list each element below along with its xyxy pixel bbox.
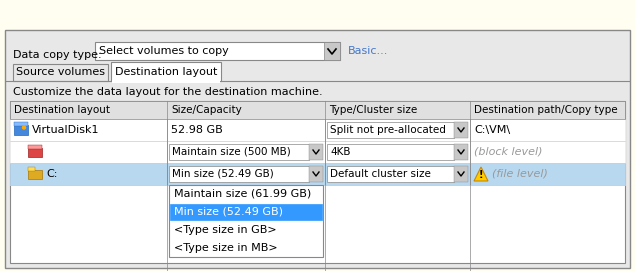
Text: Destination layout: Destination layout (115, 67, 217, 77)
Text: Maintain size (61.99 GB): Maintain size (61.99 GB) (174, 189, 311, 199)
Text: VirtualDisk1: VirtualDisk1 (32, 125, 100, 135)
Bar (95, 42, 340, 60)
Text: !: ! (479, 170, 483, 180)
Text: 52.98 GB: 52.98 GB (171, 125, 223, 135)
Text: Destination layout: Destination layout (14, 105, 110, 115)
Text: C:\VM\: C:\VM\ (474, 125, 510, 135)
Bar (14, 125, 28, 135)
Text: C:: C: (46, 169, 57, 179)
Bar (111, 62, 221, 81)
Bar (169, 185, 323, 257)
Bar (454, 166, 468, 182)
Bar (28, 167, 35, 171)
Text: Type/Cluster size: Type/Cluster size (329, 105, 417, 115)
Bar (327, 166, 454, 182)
Bar (5, 30, 630, 268)
Text: (block level): (block level) (474, 147, 542, 157)
Bar (454, 144, 468, 160)
Bar (10, 163, 625, 185)
Bar (169, 144, 309, 160)
Text: Basic...: Basic... (348, 46, 389, 56)
Bar (10, 141, 625, 163)
Bar (454, 122, 468, 138)
Text: Default cluster size: Default cluster size (330, 169, 431, 179)
Text: Maintain size (500 MB): Maintain size (500 MB) (172, 147, 291, 157)
Bar (170, 204, 322, 220)
Bar (14, 122, 28, 126)
Bar (13, 64, 108, 81)
Text: (file level): (file level) (492, 169, 548, 179)
Text: Select volumes to copy: Select volumes to copy (99, 46, 229, 56)
Bar (112, 80, 220, 83)
Circle shape (22, 126, 25, 129)
Bar (327, 144, 454, 160)
Bar (28, 148, 42, 157)
Bar (10, 101, 625, 119)
Bar (28, 145, 42, 149)
Bar (10, 119, 625, 141)
Text: <Type size in GB>: <Type size in GB> (174, 225, 277, 235)
Bar (309, 166, 323, 182)
Bar (327, 122, 454, 138)
Bar (324, 42, 340, 60)
Text: Min size (52.49 GB): Min size (52.49 GB) (172, 169, 274, 179)
Text: 4KB: 4KB (330, 147, 351, 157)
Text: Source volumes: Source volumes (15, 67, 105, 77)
Text: Data copy type:: Data copy type: (13, 50, 102, 60)
Text: Min size (52.49 GB): Min size (52.49 GB) (174, 207, 283, 217)
Bar (309, 144, 323, 160)
Bar (10, 101, 625, 263)
Bar (169, 166, 309, 182)
Text: Size/Capacity: Size/Capacity (171, 105, 242, 115)
Text: <Type size in MB>: <Type size in MB> (174, 243, 277, 253)
Text: Destination path/Copy type: Destination path/Copy type (474, 105, 618, 115)
Text: Customize the data layout for the destination machine.: Customize the data layout for the destin… (13, 87, 323, 97)
Text: Split not pre-allocated: Split not pre-allocated (330, 125, 446, 135)
Polygon shape (474, 167, 488, 181)
Bar (28, 170, 42, 179)
Bar (0, 0, 635, 28)
